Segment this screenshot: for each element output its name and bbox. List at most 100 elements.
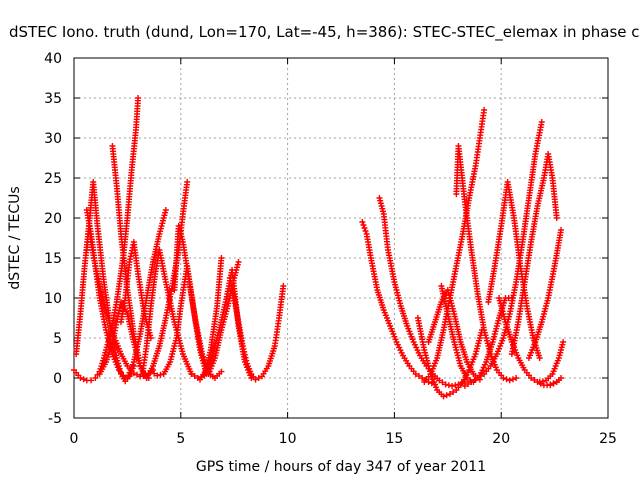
y-tick-label: 0 xyxy=(53,371,62,387)
data-series xyxy=(425,287,483,383)
x-tick-label: 20 xyxy=(492,431,510,447)
data-point xyxy=(280,283,287,289)
data-point xyxy=(464,375,471,381)
data-point-fill xyxy=(531,377,538,383)
data-point xyxy=(419,375,426,381)
data-point-fill xyxy=(413,344,420,351)
data-point-fill xyxy=(362,228,369,234)
data-point-fill xyxy=(241,348,248,355)
data-point-fill xyxy=(361,225,368,231)
data-point xyxy=(218,255,225,261)
data-series xyxy=(525,227,565,361)
data-point xyxy=(500,375,507,381)
data-point xyxy=(218,368,225,375)
data-point xyxy=(393,339,400,345)
data-point-fill xyxy=(443,392,450,399)
data-point-fill xyxy=(465,381,472,387)
data-series xyxy=(124,207,169,381)
axis-ticks xyxy=(73,57,609,419)
data-point-fill xyxy=(80,376,87,383)
data-point-fill xyxy=(241,351,248,358)
data-point-fill xyxy=(471,377,478,383)
data-points xyxy=(71,95,567,400)
data-point-fill xyxy=(445,382,452,389)
data-point xyxy=(446,391,453,397)
data-point xyxy=(412,371,419,377)
x-tick-label: 0 xyxy=(70,431,79,447)
data-point-fill xyxy=(100,357,107,364)
data-point xyxy=(528,375,535,381)
data-point-fill xyxy=(200,356,207,363)
data-point xyxy=(474,375,481,381)
data-point-fill xyxy=(439,379,446,386)
data-point xyxy=(199,351,206,357)
data-series xyxy=(414,315,485,400)
data-point-fill xyxy=(151,370,158,377)
data-series xyxy=(139,247,195,377)
data-point xyxy=(538,119,545,125)
data-point xyxy=(513,375,520,381)
y-tick-label: 40 xyxy=(44,51,62,67)
data-point xyxy=(560,339,567,345)
data-point xyxy=(154,372,161,379)
data-point-fill xyxy=(240,345,247,352)
data-point-fill xyxy=(414,347,421,354)
x-tick-label: 25 xyxy=(599,431,617,447)
data-point xyxy=(188,371,195,377)
data-point-fill xyxy=(479,367,486,374)
y-tick-label: 10 xyxy=(44,291,62,307)
data-point xyxy=(147,368,154,375)
data-point-fill xyxy=(503,376,510,383)
data-point-fill xyxy=(411,341,418,348)
data-point-fill xyxy=(450,389,457,395)
data-point xyxy=(436,377,443,384)
data-point xyxy=(77,375,84,381)
data-point xyxy=(235,259,242,265)
data-point xyxy=(184,179,191,185)
y-tick-label: 20 xyxy=(44,211,62,227)
data-series xyxy=(453,143,520,384)
data-point-fill xyxy=(134,371,141,378)
data-point-fill xyxy=(255,375,262,381)
data-series xyxy=(536,339,567,385)
data-point xyxy=(239,343,246,349)
data-point xyxy=(461,383,468,389)
data-point-fill xyxy=(398,349,405,356)
data-point-fill xyxy=(550,380,557,387)
data-point-fill xyxy=(415,373,422,379)
y-tick-labels: -5 0 5 10 15 20 25 30 35 40 xyxy=(44,51,62,427)
data-point xyxy=(162,207,169,213)
y-tick-label: 30 xyxy=(44,131,62,147)
data-point xyxy=(449,383,456,389)
data-point-fill xyxy=(200,353,207,360)
chart-title: dSTEC Iono. truth (dund, Lon=170, Lat=-4… xyxy=(9,23,640,42)
data-point-fill xyxy=(243,357,250,364)
data-point xyxy=(536,379,543,385)
plot-frame xyxy=(73,57,609,419)
data-point-fill xyxy=(452,382,459,389)
y-tick-label: 25 xyxy=(44,171,62,187)
x-tick-label: 10 xyxy=(279,431,297,447)
x-tick-label: 5 xyxy=(176,431,185,447)
x-axis-label: GPS time / hours of day 347 of year 2011 xyxy=(196,459,486,475)
y-tick-label: -5 xyxy=(48,411,62,427)
data-point-fill xyxy=(415,349,422,356)
y-tick-label: 35 xyxy=(44,91,62,107)
data-series xyxy=(205,259,242,377)
data-point xyxy=(558,227,565,233)
data-point-fill xyxy=(397,347,404,354)
data-point-fill xyxy=(477,373,484,379)
data-point-fill xyxy=(360,222,367,228)
x-tick-label: 15 xyxy=(385,431,403,447)
data-point xyxy=(536,355,543,361)
data-point-fill xyxy=(157,371,164,378)
data-point xyxy=(547,381,554,388)
data-series xyxy=(376,195,468,389)
data-point xyxy=(359,219,366,225)
data-point-fill xyxy=(481,361,488,368)
data-point-fill xyxy=(509,376,516,383)
data-series xyxy=(547,375,565,388)
data-point xyxy=(506,377,513,384)
data-point xyxy=(252,376,259,383)
